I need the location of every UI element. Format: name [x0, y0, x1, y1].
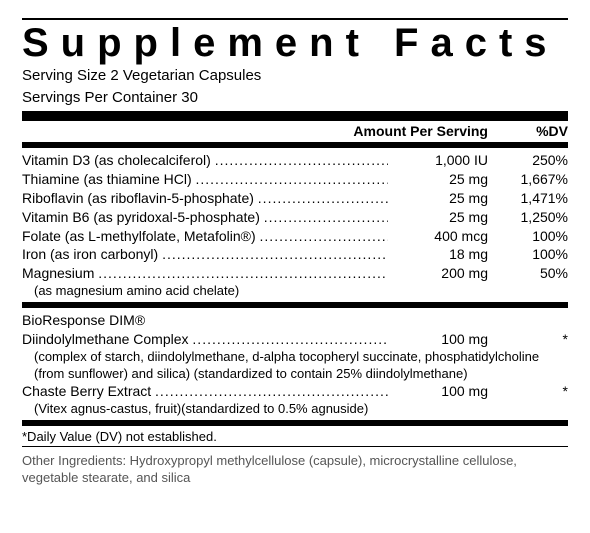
nutrient-amount: 100 mg [388, 382, 488, 401]
nutrient-name: Vitamin D3 (as cholecalciferol) [22, 151, 388, 170]
nutrient-row: Folate (as L-methylfolate, Metafolin®) 4… [22, 227, 568, 246]
nutrient-dv: 1,250% [488, 208, 568, 227]
nutrient-subtext: (as magnesium amino acid chelate) [22, 283, 568, 299]
nutrients-section: Vitamin D3 (as cholecalciferol) 1,000 IU… [22, 151, 568, 299]
nutrient-name: Diindolylmethane Complex [22, 330, 388, 349]
nutrient-row: Diindolylmethane Complex 100 mg* [22, 330, 568, 349]
nutrient-row: Iron (as iron carbonyl) 18 mg100% [22, 245, 568, 264]
nutrient-amount: 25 mg [388, 189, 488, 208]
nutrient-dv: 100% [488, 245, 568, 264]
nutrient-amount: 1,000 IU [388, 151, 488, 170]
nutrient-dv: 1,667% [488, 170, 568, 189]
nutrient-name: Thiamine (as thiamine HCl) [22, 170, 388, 189]
nutrient-dv: * [488, 330, 568, 349]
panel-title: Supplement Facts [22, 18, 568, 64]
header-dv: %DV [488, 123, 568, 139]
serving-size: Serving Size 2 Vegetarian Capsules [22, 66, 568, 86]
nutrient-row: Thiamine (as thiamine HCl) 25 mg1,667% [22, 170, 568, 189]
nutrient-dv: 100% [488, 227, 568, 246]
servings-per-container: Servings Per Container 30 [22, 88, 568, 108]
nutrient-subtext: (Vitex agnus-castus, fruit)(standardized… [22, 401, 568, 417]
nutrient-name: Riboflavin (as riboflavin-5-phosphate) [22, 189, 388, 208]
nutrient-amount: 400 mcg [388, 227, 488, 246]
column-headers: Amount Per Serving %DV [22, 123, 568, 139]
nutrient-name: Iron (as iron carbonyl) [22, 245, 388, 264]
nutrient-amount: 18 mg [388, 245, 488, 264]
divider [22, 142, 568, 148]
header-amount: Amount Per Serving [328, 123, 488, 139]
nutrient-row: Magnesium 200 mg50% [22, 264, 568, 283]
nutrient-dv: 250% [488, 151, 568, 170]
nutrient-row: Riboflavin (as riboflavin-5-phosphate) 2… [22, 189, 568, 208]
nutrient-amount: 25 mg [388, 208, 488, 227]
divider [22, 111, 568, 121]
section2-label: BioResponse DIM® [22, 311, 568, 330]
nutrient-amount: 100 mg [388, 330, 488, 349]
nutrient-row: Vitamin B6 (as pyridoxal-5-phosphate) 25… [22, 208, 568, 227]
nutrient-subtext: (complex of starch, diindolylmethane, d-… [22, 349, 568, 382]
nutrient-row: Vitamin D3 (as cholecalciferol) 1,000 IU… [22, 151, 568, 170]
divider [22, 420, 568, 426]
nutrient-dv: 1,471% [488, 189, 568, 208]
nutrient-dv: 50% [488, 264, 568, 283]
nutrient-name: Magnesium [22, 264, 388, 283]
supplement-facts-panel: Supplement Facts Serving Size 2 Vegetari… [22, 18, 568, 487]
nutrient-amount: 25 mg [388, 170, 488, 189]
dv-footnote: *Daily Value (DV) not established. [22, 429, 568, 444]
nutrient-amount: 200 mg [388, 264, 488, 283]
divider [22, 446, 568, 447]
nutrient-dv: * [488, 382, 568, 401]
other-ingredients: Other Ingredients: Hydroxypropyl methylc… [22, 453, 568, 487]
divider [22, 302, 568, 308]
nutrient-name: Vitamin B6 (as pyridoxal-5-phosphate) [22, 208, 388, 227]
blends-section: Diindolylmethane Complex 100 mg*(complex… [22, 330, 568, 417]
nutrient-row: Chaste Berry Extract 100 mg* [22, 382, 568, 401]
nutrient-name: Folate (as L-methylfolate, Metafolin®) [22, 227, 388, 246]
nutrient-name: Chaste Berry Extract [22, 382, 388, 401]
